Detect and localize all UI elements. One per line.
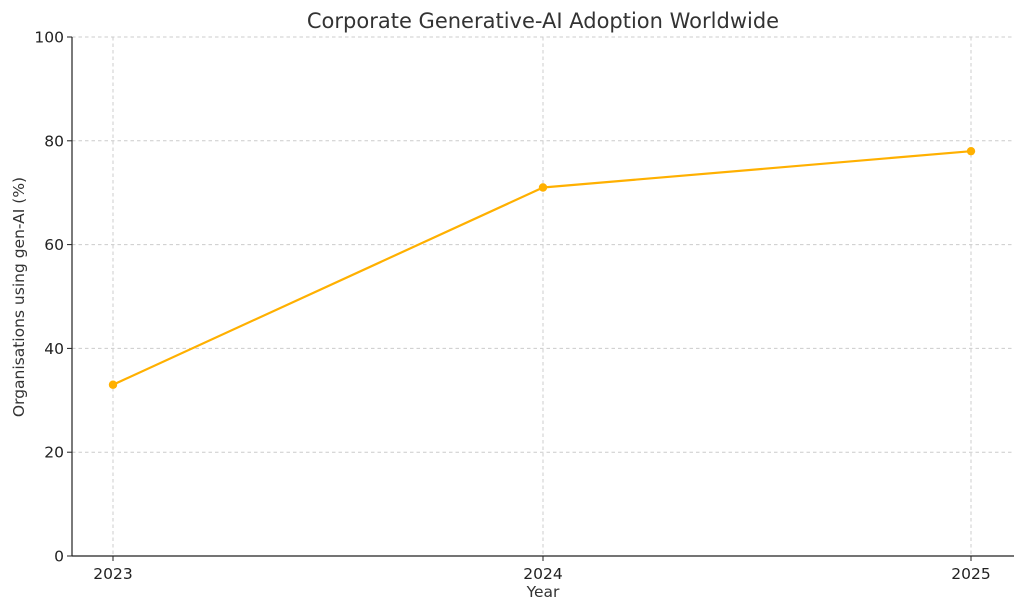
- axes: [71, 37, 1014, 557]
- x-axis-ticks: 2023 2024 2025: [93, 556, 991, 583]
- y-axis-ticks: 0 20 40 60 80 100: [34, 29, 72, 566]
- series-group: [108, 146, 976, 389]
- data-point: [966, 146, 976, 156]
- x-tick-label: 2025: [951, 565, 990, 583]
- chart-title: Corporate Generative-AI Adoption Worldwi…: [307, 9, 779, 33]
- data-point: [538, 183, 548, 192]
- y-tick-label: 0: [54, 548, 64, 566]
- y-tick-label: 100: [34, 29, 64, 47]
- y-tick-label: 60: [44, 236, 64, 254]
- x-axis-label: Year: [526, 583, 560, 601]
- y-tick-label: 40: [44, 340, 64, 358]
- x-tick-label: 2023: [93, 565, 132, 583]
- x-tick-label: 2024: [523, 565, 562, 583]
- y-tick-label: 20: [44, 444, 64, 462]
- data-point: [108, 380, 118, 389]
- y-tick-label: 80: [44, 132, 64, 150]
- y-axis-label: Organisations using gen-AI (%): [10, 177, 28, 417]
- grid: [72, 36, 1014, 557]
